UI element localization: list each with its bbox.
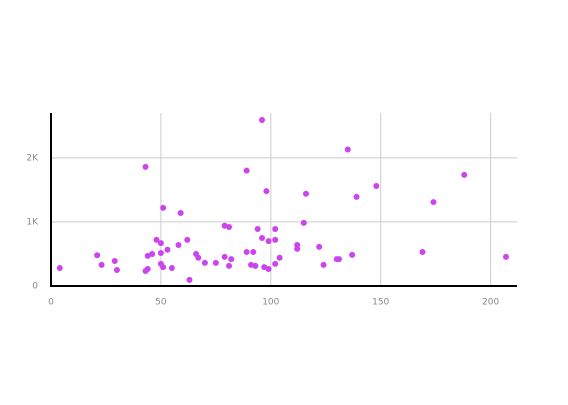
x-tick-label: 0 (48, 298, 54, 308)
point (111, 258, 118, 265)
point (302, 190, 309, 197)
point (320, 261, 327, 268)
point (272, 260, 279, 267)
point (98, 261, 105, 268)
point (149, 250, 156, 257)
point (186, 276, 193, 283)
point (113, 266, 120, 273)
point (344, 146, 351, 153)
point (276, 254, 283, 261)
y-tick-label: 2K (26, 153, 39, 163)
point (300, 219, 307, 226)
point (157, 240, 164, 247)
point (259, 117, 266, 124)
point (184, 236, 191, 243)
point (177, 209, 184, 216)
point (254, 225, 261, 232)
point (226, 262, 233, 269)
point (94, 252, 101, 259)
point (164, 246, 171, 253)
point (294, 245, 301, 252)
point (265, 266, 272, 273)
point (212, 259, 219, 266)
y-tick-label: 0 (32, 282, 38, 292)
point (160, 204, 167, 211)
x-tick-label: 200 (482, 298, 499, 308)
point (228, 256, 235, 263)
point (353, 193, 360, 200)
point (243, 249, 250, 256)
x-tick-label: 50 (155, 298, 167, 308)
point (160, 264, 167, 271)
point (168, 265, 175, 272)
point (142, 163, 149, 170)
point (226, 224, 233, 231)
point (272, 225, 279, 232)
point (272, 236, 279, 243)
point (252, 262, 259, 269)
point (221, 253, 228, 260)
point (316, 243, 323, 250)
point (157, 250, 164, 257)
point (349, 251, 356, 258)
y-tick-label: 1K (26, 217, 39, 227)
point (503, 253, 510, 260)
point (419, 249, 426, 256)
point (195, 254, 202, 261)
point (335, 256, 342, 263)
point (263, 188, 270, 195)
point (243, 167, 250, 174)
point (153, 236, 160, 243)
point (201, 259, 208, 266)
point (461, 171, 468, 178)
point (56, 265, 63, 272)
point (175, 241, 182, 248)
point (144, 266, 151, 273)
x-tick-label: 150 (372, 298, 389, 308)
point (430, 199, 437, 206)
x-tick-label: 100 (262, 298, 279, 308)
point (265, 238, 272, 245)
point (259, 234, 266, 241)
point (250, 249, 257, 256)
point (373, 183, 380, 190)
